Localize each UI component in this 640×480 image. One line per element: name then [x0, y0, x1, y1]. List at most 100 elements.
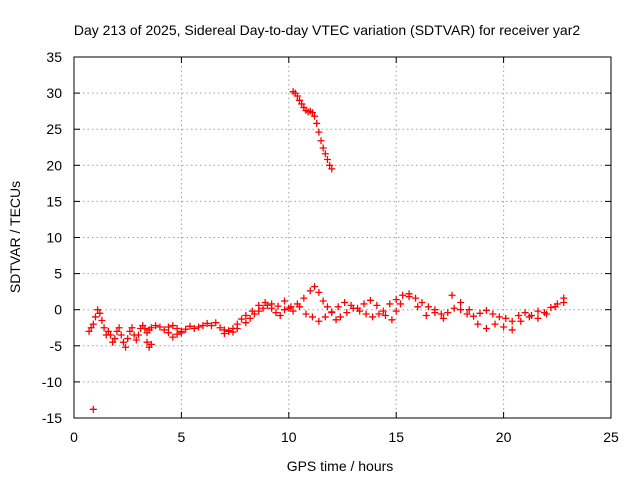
- data-point: [255, 307, 263, 315]
- data-point: [334, 303, 342, 311]
- y-tick-label: -15: [42, 410, 62, 426]
- data-point: [263, 301, 271, 309]
- data-point: [96, 309, 104, 317]
- y-tick-label: 20: [46, 157, 62, 173]
- data-point: [495, 313, 503, 321]
- x-tick-label: 15: [388, 429, 404, 445]
- data-point: [199, 322, 207, 330]
- y-tick-label: 30: [46, 85, 62, 101]
- data-point: [220, 330, 228, 338]
- y-tick-label: 25: [46, 121, 62, 137]
- data-point: [508, 317, 516, 325]
- data-point: [229, 328, 237, 336]
- data-point: [281, 306, 289, 314]
- data-point: [165, 329, 173, 337]
- y-tick-label: 35: [46, 49, 62, 65]
- data-point: [113, 327, 121, 335]
- data-point: [169, 322, 177, 330]
- data-point: [360, 300, 368, 308]
- data-point: [89, 405, 97, 413]
- data-point: [396, 300, 404, 308]
- data-point: [450, 304, 458, 312]
- data-point: [321, 313, 329, 321]
- data-point: [551, 303, 559, 311]
- data-point: [107, 331, 115, 339]
- data-point: [328, 165, 336, 173]
- data-point: [412, 294, 420, 302]
- data-point: [418, 298, 426, 306]
- x-tick-label: 5: [178, 429, 186, 445]
- data-point: [302, 310, 310, 318]
- data-point: [117, 331, 125, 339]
- data-point: [414, 303, 422, 311]
- data-point: [285, 304, 293, 312]
- data-point: [343, 309, 351, 317]
- data-point: [369, 313, 377, 321]
- data-point: [373, 301, 381, 309]
- data-point: [126, 327, 134, 335]
- y-tick-label: 10: [46, 230, 62, 246]
- y-tick-label: -10: [42, 374, 62, 390]
- data-point: [242, 311, 250, 319]
- y-axis-label: SDTVAR / TECUs: [7, 181, 23, 293]
- data-point: [190, 324, 198, 332]
- data-point: [98, 317, 106, 325]
- data-point: [362, 310, 370, 318]
- data-point: [323, 156, 331, 164]
- data-point: [332, 316, 340, 324]
- data-point: [517, 317, 525, 325]
- data-point: [212, 319, 220, 327]
- data-point: [94, 306, 102, 314]
- data-point: [543, 310, 551, 318]
- data-point: [276, 311, 284, 319]
- data-point: [444, 309, 452, 317]
- x-tick-label: 25: [603, 429, 619, 445]
- x-tick-label: 0: [70, 429, 78, 445]
- data-point: [250, 310, 258, 318]
- data-point: [399, 291, 407, 299]
- data-point: [160, 326, 168, 334]
- data-point: [491, 320, 499, 328]
- data-point: [482, 306, 490, 314]
- data-point: [534, 314, 542, 322]
- data-point: [272, 309, 280, 317]
- data-point: [182, 325, 190, 333]
- data-point: [207, 322, 215, 330]
- data-point: [315, 128, 323, 136]
- data-point: [308, 109, 316, 117]
- data-point: [457, 298, 465, 306]
- data-point: [186, 322, 194, 330]
- data-point: [216, 324, 224, 332]
- data-point: [242, 319, 250, 327]
- data-point: [134, 331, 142, 339]
- data-point: [474, 320, 482, 328]
- data-point: [296, 96, 304, 104]
- x-tick-labels: 0 5 10 15 20 25: [70, 429, 619, 445]
- data-point: [315, 288, 323, 296]
- data-point: [311, 283, 319, 291]
- data-point: [143, 338, 151, 346]
- data-point: [448, 291, 456, 299]
- data-point: [281, 297, 289, 305]
- data-point: [379, 307, 387, 315]
- y-tick-label: 0: [54, 302, 62, 318]
- data-point: [296, 303, 304, 311]
- data-point: [233, 324, 241, 332]
- data-point: [319, 144, 327, 152]
- data-point: [91, 313, 99, 321]
- data-point: [156, 323, 164, 331]
- data-point: [336, 313, 344, 321]
- data-marks: [85, 88, 568, 413]
- data-point: [104, 327, 112, 335]
- data-point: [298, 100, 306, 108]
- data-point: [375, 310, 383, 318]
- data-point: [115, 324, 123, 332]
- data-point: [195, 323, 203, 331]
- data-point: [203, 319, 211, 327]
- data-point: [525, 313, 533, 321]
- y-tick-label: 15: [46, 193, 62, 209]
- data-point: [85, 327, 93, 335]
- data-point: [476, 309, 484, 317]
- data-point: [128, 324, 136, 332]
- data-point: [470, 312, 478, 320]
